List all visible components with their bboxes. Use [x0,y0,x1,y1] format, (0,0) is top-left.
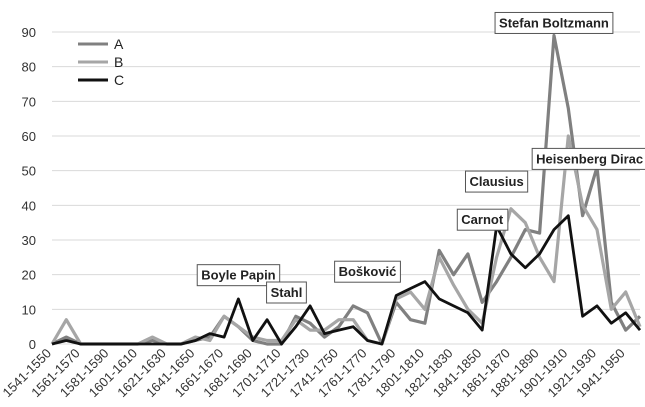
annotation-text: Carnot [461,212,504,227]
annotation-box [196,264,281,287]
annotations: Stefan Boltzmann Heisenberg Dirac Clausius… [196,11,645,304]
annotation-label: Bošković [334,260,401,283]
y-axis: 0 10 20 30 40 50 60 70 80 90 [22,25,36,352]
legend-label-c: C [114,72,124,88]
y-tick-label: 30 [22,233,36,248]
y-tick-label: 20 [22,268,36,283]
annotation-text: Bošković [339,264,397,279]
annotation-label: Carnot [456,208,509,231]
annotation-box [456,208,509,231]
annotation-box [494,11,614,34]
y-tick-label: 10 [22,302,36,317]
annotation-box [531,147,645,170]
y-tick-label: 0 [29,337,36,352]
annotation-label: Clausius [464,170,529,193]
y-tick-label: 80 [22,60,36,75]
y-tick-label: 90 [22,25,36,40]
series-line-c [51,214,642,346]
y-tick-label: 50 [22,164,36,179]
annotation-box [266,281,307,304]
annotation-label: Stefan Boltzmann [494,11,614,34]
series-line-a [51,33,642,346]
series-line-b [50,134,642,346]
series-lines [50,33,642,346]
y-tick-label: 70 [22,94,36,109]
legend: A B C [78,36,124,88]
annotation-box [464,170,529,193]
y-tick-label: 40 [22,198,36,213]
annotation-label: Boyle Papin [196,264,281,287]
annotation-label: Heisenberg Dirac [531,147,645,170]
y-tick-label: 60 [22,129,36,144]
annotation-text: Stahl [271,285,303,300]
annotation-text: Stefan Boltzmann [499,15,609,30]
x-axis: 1541-15501561-15701581-15901601-16101621… [0,346,628,401]
annotation-label: Stahl [266,281,307,304]
legend-label-b: B [114,54,123,70]
annotation-text: Clausius [469,174,523,189]
annotation-box [334,260,401,283]
legend-label-a: A [114,36,124,52]
annotation-text: Heisenberg Dirac [536,151,643,166]
annotation-text: Boyle Papin [201,268,275,283]
